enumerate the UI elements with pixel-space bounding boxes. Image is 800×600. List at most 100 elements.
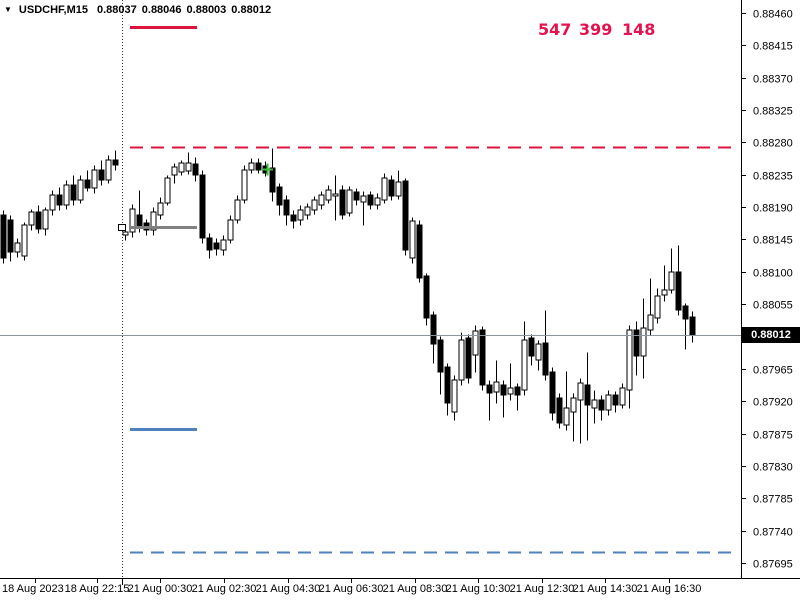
candle-bull — [472, 330, 479, 356]
candle-bull — [49, 194, 56, 211]
candle-bear — [675, 271, 682, 311]
candle-bear — [465, 337, 472, 379]
ohlc-close-value: 0.88012 — [231, 4, 272, 16]
time-axis-label: 21 Aug 12:30 — [510, 583, 575, 595]
price-axis-label: 0.87695 — [753, 559, 793, 571]
candle-bear — [255, 162, 262, 171]
time-axis-label: 21 Aug 04:30 — [256, 583, 321, 595]
candle-bull — [535, 343, 542, 361]
candle-bull — [360, 195, 367, 203]
candle-bull — [185, 162, 192, 172]
candle-bear — [500, 384, 507, 396]
candle-bull — [241, 169, 248, 201]
counter-label-1[interactable]: 547 — [538, 20, 572, 39]
candle-bull — [521, 339, 528, 391]
candle-bear — [556, 397, 563, 424]
candle-bear — [402, 180, 409, 251]
candle-bull — [626, 329, 633, 391]
candle-bull — [157, 202, 164, 216]
candle-bear — [528, 337, 535, 357]
candle-bull — [304, 206, 311, 216]
candle-bull — [122, 231, 129, 236]
candle-bull — [311, 199, 318, 211]
candle-bull — [374, 197, 381, 206]
candle-bull — [570, 397, 577, 413]
candle-bull — [458, 339, 465, 381]
candle-bear — [584, 384, 591, 406]
candle-bull — [42, 209, 49, 230]
candle-bear — [633, 329, 640, 357]
candle-bear — [7, 219, 14, 253]
ohlc-open-value: 0.88037 — [97, 4, 137, 16]
candle-bear — [514, 386, 521, 396]
time-axis-label: 21 Aug 06:30 — [319, 583, 384, 595]
candle-bull — [105, 159, 112, 181]
price-axis-label: 0.88055 — [753, 300, 793, 312]
candle-bear — [444, 366, 451, 404]
candle-bull — [63, 184, 70, 206]
candle-bear — [430, 314, 437, 345]
candle-bull — [14, 242, 21, 253]
candle-bull — [234, 199, 241, 221]
candle-bull — [451, 379, 458, 413]
counter-label-2[interactable]: 399 — [579, 20, 613, 39]
candle-bull — [325, 189, 332, 201]
candle-bear — [598, 399, 605, 411]
candle-bear — [542, 342, 549, 376]
price-axis-label: 0.87965 — [753, 365, 793, 377]
candle-bear — [199, 174, 206, 239]
ohlc-low-value: 0.88003 — [186, 4, 227, 16]
candle-bull — [248, 162, 255, 171]
counter-label-3[interactable]: 148 — [622, 20, 656, 39]
candle-bear — [290, 214, 297, 222]
candle-bull — [668, 271, 675, 291]
candle-bull — [318, 194, 325, 206]
price-axis-label: 0.88190 — [753, 203, 793, 215]
candle-bull — [605, 394, 612, 411]
price-axis-label: 0.88100 — [753, 268, 793, 280]
candle-bull — [654, 295, 661, 319]
candle-bull — [77, 179, 84, 201]
price-axis-label: 0.88145 — [753, 235, 793, 247]
candle-bear — [339, 189, 346, 216]
candle-bull — [346, 189, 353, 214]
candle-bull — [220, 239, 227, 251]
price-axis-label: 0.88325 — [753, 106, 793, 118]
candle-bear — [612, 394, 619, 406]
price-axis-label: 0.87875 — [753, 430, 793, 442]
candle-bear — [283, 199, 290, 216]
candle-bull — [493, 381, 500, 393]
candle-bear — [437, 339, 444, 373]
candle-bull — [647, 314, 654, 331]
time-axis-label: 18 Aug 22:15 — [65, 583, 130, 595]
candle-bear — [269, 167, 276, 193]
one-click-trading-icon[interactable]: ▼ — [4, 5, 12, 14]
candle-bear — [112, 159, 119, 166]
candle-bull — [661, 289, 668, 296]
candle-bull — [297, 209, 304, 221]
candle-bear — [98, 169, 105, 181]
candle-bull — [150, 211, 157, 231]
candle-bear — [367, 194, 374, 206]
candle-bull — [591, 399, 598, 409]
candle-bull — [409, 220, 416, 259]
candle-bull — [395, 181, 402, 197]
candle-bear — [388, 179, 395, 197]
candle-bear — [549, 371, 556, 414]
chart-header: ▼ USDCHF,M15 0.88037 0.88046 0.88003 0.8… — [4, 2, 276, 18]
candle-bear — [486, 384, 493, 394]
price-axis-label: 0.88235 — [753, 171, 793, 183]
time-axis-label: 21 Aug 00:30 — [128, 583, 193, 595]
candle-bull — [640, 327, 647, 357]
price-axis-label: 0.87740 — [753, 527, 793, 539]
candle-bull — [91, 169, 98, 189]
level-anchor-marker[interactable] — [118, 224, 126, 231]
candle-bear — [192, 163, 199, 176]
candle-bull — [227, 219, 234, 241]
price-axis-label: 0.88370 — [753, 74, 793, 86]
candle-bull — [381, 177, 388, 201]
price-axis-label: 0.88460 — [753, 9, 793, 21]
candle-bear — [0, 214, 7, 259]
